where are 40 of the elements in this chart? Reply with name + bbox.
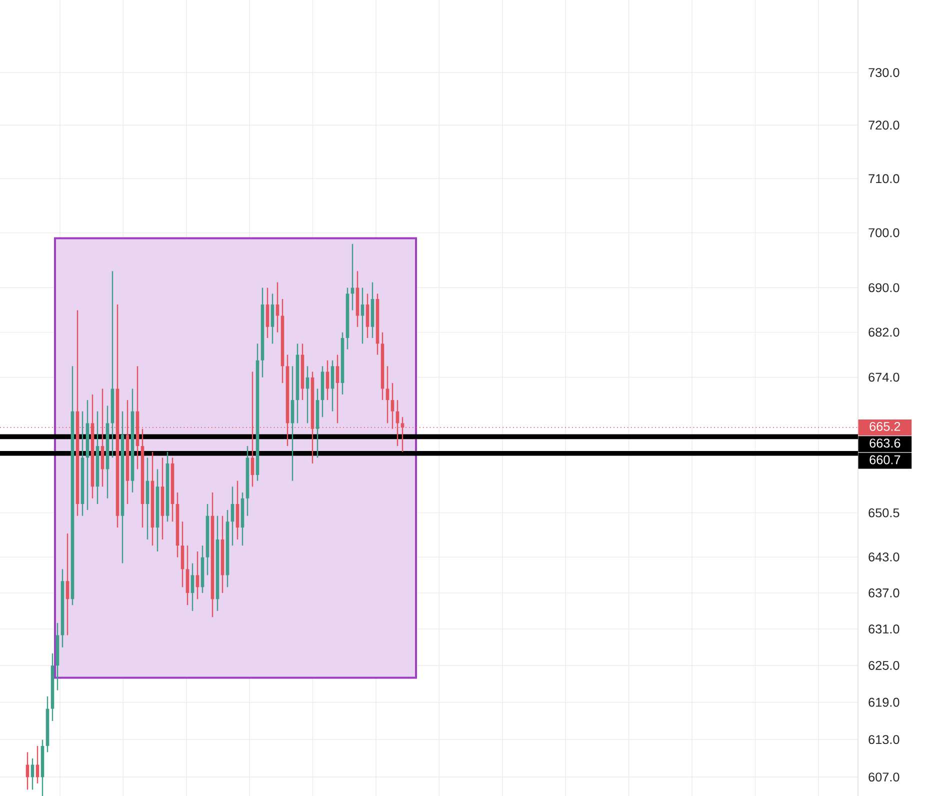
candlestick: [230, 486, 234, 546]
candlestick: [30, 758, 34, 790]
y-tick-label: 625.0: [868, 660, 900, 670]
candlestick: [266, 287, 270, 339]
y-tick-label: 674.0: [868, 372, 900, 382]
candlestick: [360, 287, 364, 344]
candlestick: [366, 293, 370, 339]
candlestick: [330, 360, 334, 412]
y-tick-label: 619.0: [868, 698, 900, 707]
candlestick: [146, 457, 150, 540]
candlestick: [276, 282, 280, 333]
y-tick-label: 710.0: [868, 174, 900, 184]
y-tick-label: 690.0: [868, 283, 900, 292]
y-tick-label: 730.0: [868, 68, 900, 78]
y-tick-label: 631.0: [868, 624, 900, 634]
candlestick: [350, 243, 354, 311]
ref-line-label: 660.7: [870, 455, 900, 464]
candlestick: [290, 366, 294, 482]
y-tick-label: 613.0: [868, 735, 900, 744]
candlestick: [236, 480, 240, 540]
candlestick: [270, 293, 274, 344]
y-tick-label: 637.0: [868, 588, 900, 598]
ref-line-label: 665.2: [870, 422, 900, 431]
y-tick-label: 700.0: [868, 228, 900, 238]
candlestick: [326, 360, 330, 401]
candlestick: [336, 354, 340, 424]
candlestick: [190, 562, 194, 612]
candlestick: [36, 745, 40, 784]
candlestick: [196, 550, 200, 600]
y-tick-label: 643.0: [868, 552, 900, 562]
y-tick-label: 682.0: [868, 328, 900, 337]
candlestick: [66, 532, 70, 636]
y-tick-label: 607.0: [868, 772, 900, 782]
candlestick: [26, 752, 30, 790]
y-tick-label: 720.0: [868, 120, 900, 130]
y-tick-label: 650.5: [868, 508, 900, 518]
candlestick: [386, 366, 390, 424]
candlestick: [180, 521, 184, 588]
ref-line-label: 663.6: [870, 438, 900, 448]
candlestick: [186, 544, 190, 606]
